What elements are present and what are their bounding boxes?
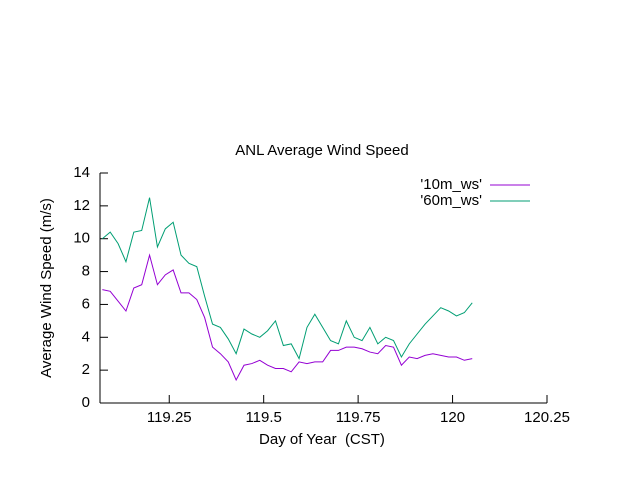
y-tick-label: 2 (82, 361, 90, 378)
data-line (102, 253, 473, 382)
y-tick-label: 4 (82, 328, 90, 345)
y-axis-label: Average Wind Speed (m/s) (38, 198, 55, 378)
x-tick-label: 119.25 (147, 409, 192, 426)
y-tick-label: 14 (73, 164, 90, 181)
y-tick-label: 10 (73, 230, 90, 247)
x-tick-label: 120 (440, 409, 465, 426)
x-tick-label: 119.75 (336, 409, 381, 426)
chart-title: ANL Average Wind Speed (235, 142, 408, 159)
legend-label: '60m_ws' (420, 192, 482, 209)
y-tick-label: 6 (82, 295, 90, 312)
x-tick-label: 120.25 (524, 409, 570, 426)
data-line (102, 197, 473, 361)
legend-label: '10m_ws' (420, 176, 482, 193)
x-axis-label: Day of Year (CST) (259, 431, 385, 448)
x-tick-label: 119.5 (245, 409, 281, 426)
y-tick-label: 12 (73, 197, 90, 214)
y-tick-label: 8 (82, 263, 90, 280)
y-tick-label: 0 (82, 394, 90, 411)
